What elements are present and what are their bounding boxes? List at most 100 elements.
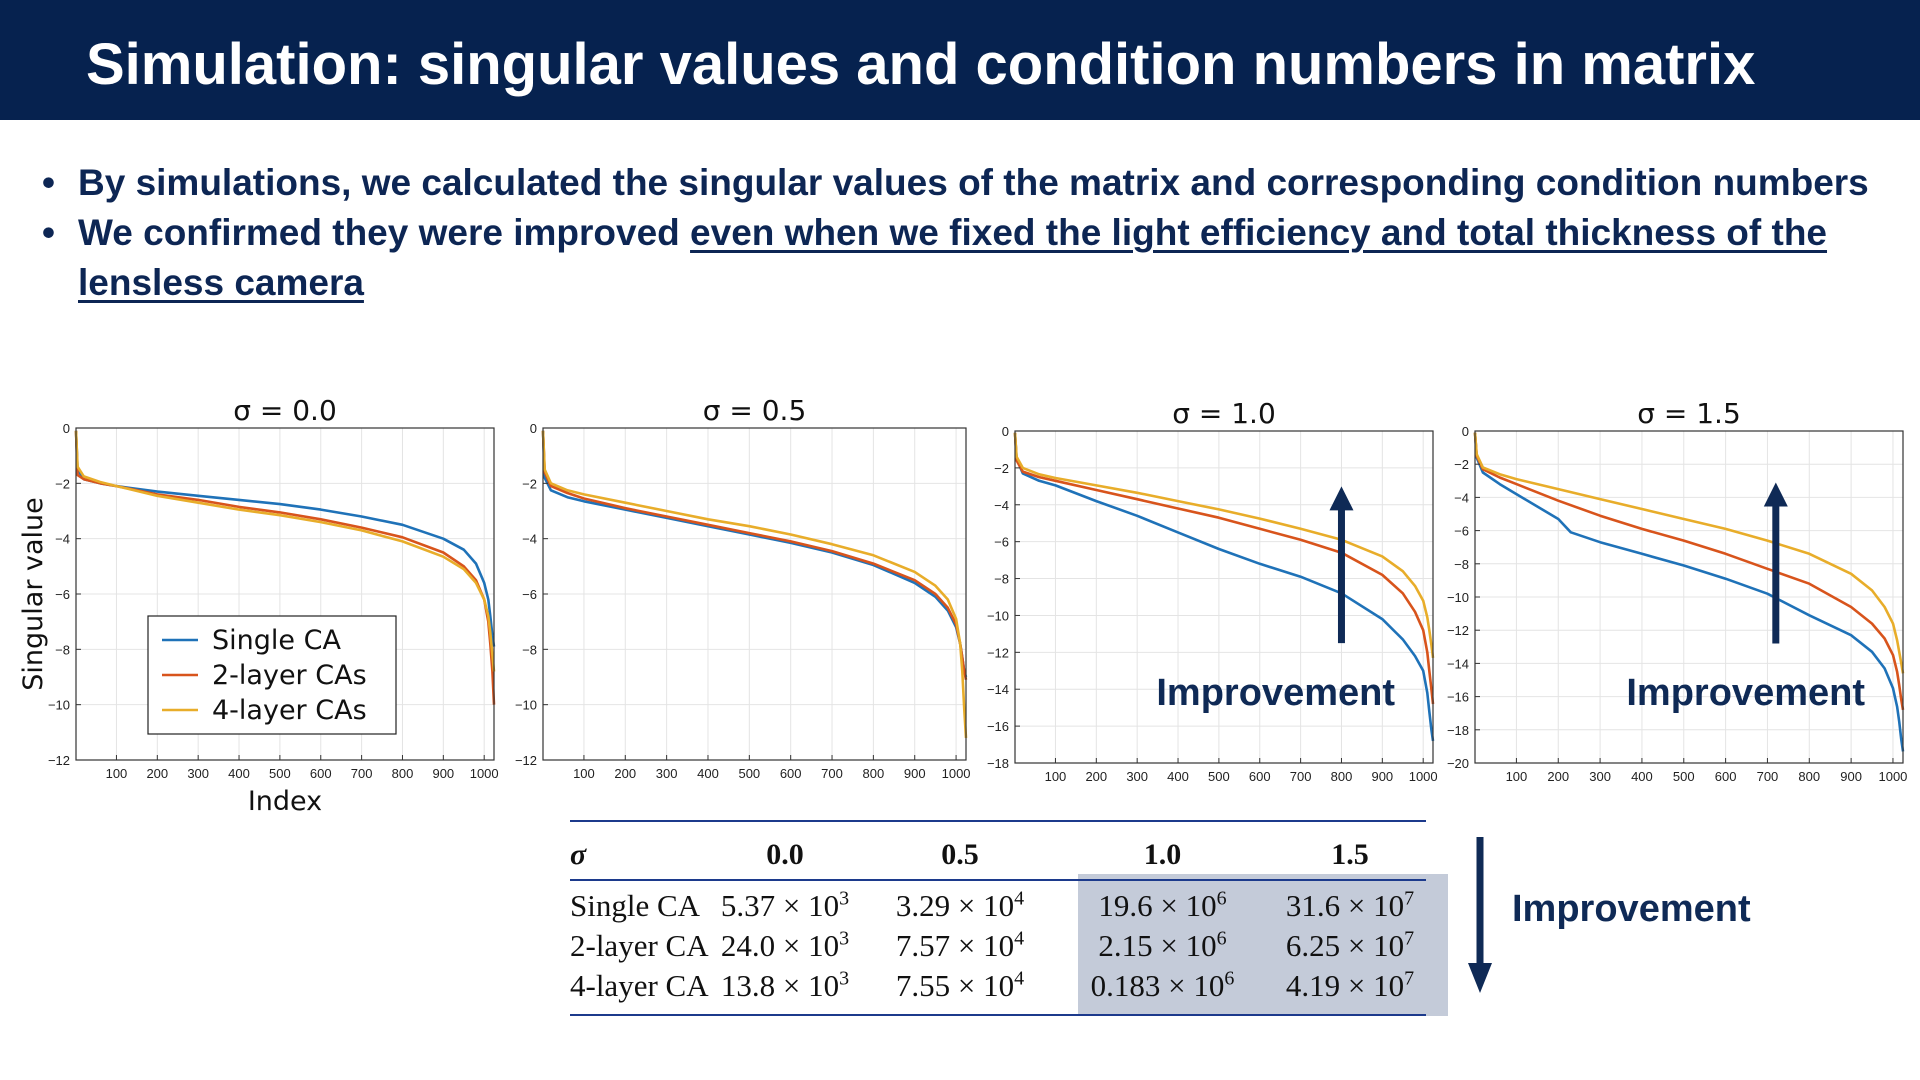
x-tick-label: 700 (821, 766, 843, 781)
x-tick-label: 500 (1208, 769, 1230, 784)
x-tick-label: 300 (1126, 769, 1148, 784)
table-header-rule (570, 879, 1426, 881)
table-row-label: Single CA (570, 888, 701, 923)
table-cell: 19.6 × 106 (1098, 887, 1227, 923)
table-header-row: σ 0.0 0.5 1.0 1.5 (570, 838, 1426, 878)
y-tick-label: −4 (994, 498, 1009, 513)
bullet-marker: • (42, 212, 55, 253)
table-row: Single CA 5.37 × 103 3.29 × 104 19.6 × 1… (570, 888, 1426, 928)
x-tick-label: 900 (1371, 769, 1393, 784)
x-tick-label: 1000 (1878, 769, 1907, 784)
x-tick-label: 200 (1085, 769, 1107, 784)
table-cell: 0.183 × 106 (1090, 967, 1235, 1003)
y-axis-label: Singular value (18, 497, 49, 690)
y-tick-label: −4 (55, 532, 70, 547)
y-tick-label: 0 (1002, 424, 1009, 439)
y-tick-label: −6 (55, 587, 70, 602)
y-tick-label: −12 (515, 753, 537, 768)
x-tick-label: 600 (780, 766, 802, 781)
x-tick-label: 500 (1673, 769, 1695, 784)
y-tick-label: 0 (530, 421, 537, 436)
legend-label: 4-layer CAs (212, 695, 367, 726)
series-line (1013, 432, 1435, 705)
x-tick-label: 1000 (1409, 769, 1438, 784)
x-tick-label: 500 (738, 766, 760, 781)
x-tick-label: 800 (863, 766, 885, 781)
bullet-text: By simulations, we calculated the singul… (78, 162, 1869, 203)
x-axis-label: Index (248, 786, 322, 817)
series-line (1013, 432, 1435, 659)
table-bottom-rule (570, 1014, 1426, 1016)
x-tick-label: 600 (310, 766, 332, 781)
table-top-rule (570, 820, 1426, 822)
y-tick-label: −6 (1454, 524, 1469, 539)
x-tick-label: 700 (1290, 769, 1312, 784)
legend-label: Single CA (212, 625, 341, 656)
table-cell: 4.19 × 107 (1285, 967, 1415, 1003)
improvement-label: Improvement (1156, 672, 1395, 714)
series-line (541, 430, 968, 738)
chart-sigma-0-0: 100 200 300 400 500 600 700 800 900 1000 0 −2 −4 −6 −8… (18, 394, 499, 817)
plot-frame (1014, 430, 1434, 764)
table-cell: 13.8 × 103 (720, 967, 850, 1003)
chart-title: σ = 1.0 (1172, 397, 1276, 430)
chart-sigma-0-5: 100 200 300 400 500 600 700 800 900 1000 0 −2 −4 −6 −8… (515, 394, 971, 781)
x-tick-label: 800 (392, 766, 414, 781)
bullet-item: • By simulations, we calculated the sing… (42, 158, 1882, 208)
y-tick-label: −6 (994, 535, 1009, 550)
x-tick-label: 700 (1757, 769, 1779, 784)
table-row: 2-layer CA 24.0 × 103 7.57 × 104 2.15 × … (570, 928, 1426, 968)
x-tick-label: 1000 (942, 766, 971, 781)
slide-title: Simulation: singular values and conditio… (86, 32, 1756, 97)
y-tick-label: −8 (1454, 557, 1469, 572)
title-bar: Simulation: singular values and conditio… (0, 0, 1920, 120)
x-tick-label: 600 (1249, 769, 1271, 784)
chart-sigma-1-5: 100 200 300 400 500 600 700 800 900 1000 0 −2 −4 −6 −8… (1447, 397, 1907, 784)
y-tick-label: −2 (994, 461, 1009, 476)
table-header-cell: σ (570, 838, 587, 871)
x-tick-label: 600 (1715, 769, 1737, 784)
y-tick-label: −18 (987, 756, 1009, 771)
table-cell: 6.25 × 107 (1285, 927, 1415, 963)
series-line (1473, 432, 1905, 711)
table-cell: 2.15 × 106 (1098, 927, 1227, 963)
improvement-arrow-head (1329, 486, 1354, 511)
improvement-arrow-head (1763, 482, 1788, 507)
legend-label: 2-layer CAs (212, 660, 367, 691)
x-tick-label: 400 (228, 766, 250, 781)
improvement-label: Improvement (1626, 672, 1865, 714)
y-tick-label: −12 (1447, 623, 1469, 638)
table-header-cell: 1.5 (1331, 838, 1369, 871)
series-line (1473, 432, 1905, 752)
y-tick-label: −4 (522, 532, 537, 547)
y-tick-label: −2 (522, 476, 537, 491)
y-tick-label: −8 (522, 642, 537, 657)
x-tick-label: 500 (269, 766, 291, 781)
y-tick-label: −10 (515, 698, 537, 713)
x-tick-label: 900 (432, 766, 454, 781)
table-header-cell: 0.0 (766, 838, 804, 871)
y-tick-label: −16 (1447, 690, 1469, 705)
y-tick-label: 0 (63, 421, 70, 436)
table-row-label: 2-layer CA (570, 928, 709, 963)
table-cell: 24.0 × 103 (720, 927, 850, 963)
y-tick-label: −10 (1447, 590, 1469, 605)
y-tick-label: −8 (994, 572, 1009, 587)
bullet-list: • By simulations, we calculated the sing… (42, 158, 1882, 308)
y-tick-label: −2 (55, 476, 70, 491)
table-row-label: 4-layer CA (570, 968, 709, 1003)
y-tick-label: −12 (987, 645, 1009, 660)
bullet-underlined-text: even when we fixed the light efficiency … (78, 212, 1828, 303)
y-tick-label: −10 (48, 698, 70, 713)
y-tick-label: −18 (1447, 723, 1469, 738)
x-tick-label: 400 (1167, 769, 1189, 784)
x-tick-label: 300 (656, 766, 678, 781)
table-cell: 3.29 × 104 (895, 887, 1025, 923)
series-line (1473, 432, 1905, 674)
table-header-cell: 1.0 (1143, 838, 1182, 871)
y-tick-label: −14 (987, 682, 1009, 697)
x-tick-label: 100 (106, 766, 128, 781)
table-cell: 7.57 × 104 (895, 927, 1025, 963)
x-tick-label: 300 (187, 766, 209, 781)
table-improvement-label: Improvement (1512, 888, 1751, 930)
